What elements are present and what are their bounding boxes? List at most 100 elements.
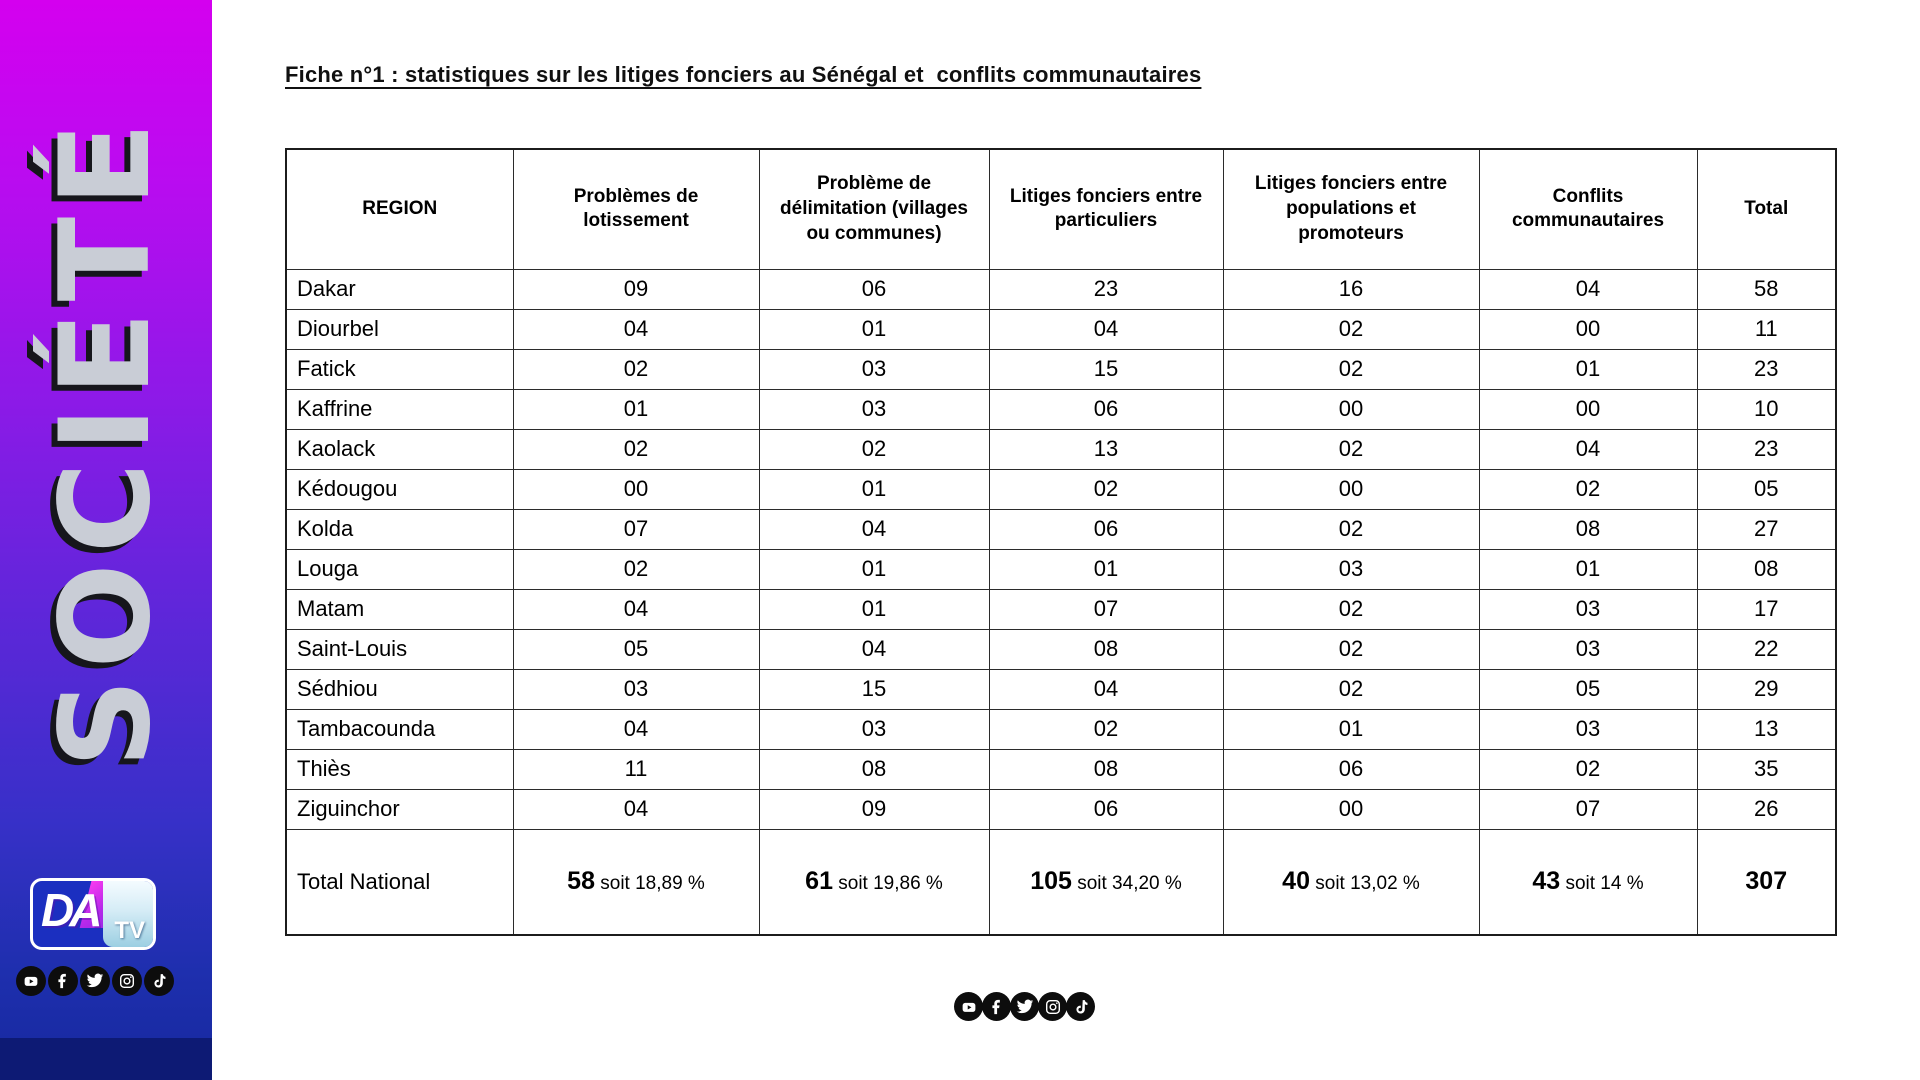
value-cell: 06 [988, 388, 1224, 430]
region-cell: Kédougou [285, 468, 514, 510]
value-cell: 01 [512, 388, 760, 430]
region-cell: Kolda [285, 508, 514, 550]
youtube-icon [954, 992, 983, 1021]
value-cell: 06 [988, 508, 1224, 550]
table-row: Kédougou 00 01 02 00 02 05 [285, 468, 1837, 510]
value-cell: 17 [1696, 588, 1837, 630]
table-row: Diourbel 04 01 04 02 00 11 [285, 308, 1837, 350]
page-title: Fiche n°1 : statistiques sur les litiges… [285, 62, 1202, 87]
value-cell: 08 [758, 748, 990, 790]
region-cell: Ziguinchor [285, 788, 514, 830]
value-cell: 04 [988, 668, 1224, 710]
region-cell: Fatick [285, 348, 514, 390]
land-disputes-table: REGION Problèmes de lotissement Problème… [285, 148, 1837, 936]
table-body: Dakar 09 06 23 16 04 58 Diourbel 04 01 04 02 00 11 Fat… [285, 268, 1837, 936]
value-cell: 02 [758, 428, 990, 470]
region-cell: Tambacounda [285, 708, 514, 750]
value-cell: 03 [758, 708, 990, 750]
table-row: Kaffrine 01 03 06 00 00 10 [285, 388, 1837, 430]
logo-light-panel [102, 881, 153, 947]
value-cell: 02 [1222, 508, 1480, 550]
value-cell: 08 [988, 628, 1224, 670]
value-cell: 06 [988, 788, 1224, 830]
value-cell: 06 [758, 268, 990, 310]
table-row: Louga 02 01 01 03 01 08 [285, 548, 1837, 590]
region-cell: Thiès [285, 748, 514, 790]
brand-sidebar: SOCIÉTÉ DA TV [0, 0, 212, 1080]
table-row: Fatick 02 03 15 02 01 23 [285, 348, 1837, 390]
region-cell: Saint-Louis [285, 628, 514, 670]
value-cell: 29 [1696, 668, 1837, 710]
sidebar-bottom-band [0, 1038, 212, 1080]
value-cell: 02 [1222, 348, 1480, 390]
value-cell: 13 [1696, 708, 1837, 750]
total-value-cell: 307 [1696, 828, 1837, 936]
table-row: Tambacounda 04 03 02 01 03 13 [285, 708, 1837, 750]
value-cell: 00 [1478, 388, 1698, 430]
table-row: Thiès 11 08 08 06 02 35 [285, 748, 1837, 790]
value-cell: 07 [1478, 788, 1698, 830]
value-cell: 02 [1222, 668, 1480, 710]
value-cell: 10 [1696, 388, 1837, 430]
value-cell: 11 [1696, 308, 1837, 350]
datv-logo: DA TV [30, 878, 156, 950]
value-cell: 06 [1222, 748, 1480, 790]
logo-tv-text: TV [114, 917, 145, 944]
value-cell: 02 [988, 468, 1224, 510]
value-cell: 04 [758, 508, 990, 550]
value-cell: 02 [512, 548, 760, 590]
value-cell: 01 [988, 548, 1224, 590]
instagram-icon [1038, 992, 1067, 1021]
value-cell: 03 [758, 388, 990, 430]
facebook-icon [48, 966, 78, 996]
total-label-cell: Total National [285, 828, 514, 936]
header-total: Total [1696, 148, 1837, 270]
region-cell: Diourbel [285, 308, 514, 350]
value-cell: 00 [1222, 788, 1480, 830]
value-cell: 02 [1478, 468, 1698, 510]
value-cell: 01 [1478, 348, 1698, 390]
value-cell: 09 [512, 268, 760, 310]
table-row: Sédhiou 03 15 04 02 05 29 [285, 668, 1837, 710]
table-row: Kolda 07 04 06 02 08 27 [285, 508, 1837, 550]
value-cell: 05 [1696, 468, 1837, 510]
value-cell: 00 [1222, 468, 1480, 510]
value-cell: 03 [512, 668, 760, 710]
value-cell: 16 [1222, 268, 1480, 310]
value-cell: 01 [1478, 548, 1698, 590]
total-row: Total National 58 soit 18,89 % 61 soit 19,… [285, 828, 1837, 936]
value-cell: 08 [1478, 508, 1698, 550]
instagram-icon [112, 966, 142, 996]
value-cell: 02 [1222, 308, 1480, 350]
value-cell: 15 [988, 348, 1224, 390]
value-cell: 27 [1696, 508, 1837, 550]
value-cell: 04 [758, 628, 990, 670]
value-cell: 01 [1222, 708, 1480, 750]
value-cell: 04 [1478, 268, 1698, 310]
value-cell: 04 [512, 788, 760, 830]
value-cell: 05 [512, 628, 760, 670]
table-header-row: REGION Problèmes de lotissement Problème… [285, 148, 1837, 270]
value-cell: 07 [512, 508, 760, 550]
value-cell: 04 [512, 708, 760, 750]
value-cell: 02 [1222, 588, 1480, 630]
value-cell: 35 [1696, 748, 1837, 790]
header-conflits-communautaires: Conflits communautaires [1478, 148, 1698, 270]
footer-social-icons [954, 992, 1095, 1021]
table-row: Dakar 09 06 23 16 04 58 [285, 268, 1837, 310]
value-cell: 23 [1696, 428, 1837, 470]
total-value-cell: 43 soit 14 % [1478, 828, 1698, 936]
value-cell: 04 [988, 308, 1224, 350]
value-cell: 02 [988, 708, 1224, 750]
total-value-cell: 61 soit 19,86 % [758, 828, 990, 936]
category-label: SOCIÉTÉ [34, 112, 178, 768]
value-cell: 15 [758, 668, 990, 710]
value-cell: 02 [512, 348, 760, 390]
total-value-cell: 105 soit 34,20 % [988, 828, 1224, 936]
youtube-icon [16, 966, 46, 996]
table-row: Saint-Louis 05 04 08 02 03 22 [285, 628, 1837, 670]
sidebar-social-icons [16, 966, 176, 996]
value-cell: 04 [512, 588, 760, 630]
value-cell: 01 [758, 308, 990, 350]
